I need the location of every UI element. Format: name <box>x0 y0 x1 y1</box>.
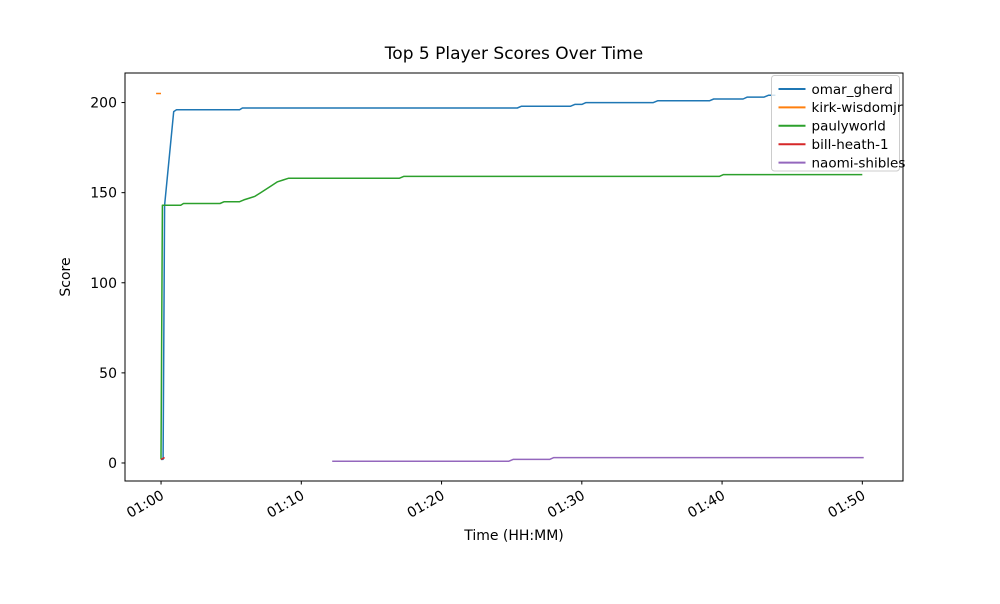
x-tick-label: 01:10 <box>264 488 307 522</box>
y-axis-label: Score <box>58 257 74 296</box>
y-tick-label: 0 <box>108 456 117 472</box>
y-tick-label: 150 <box>90 186 117 202</box>
x-tick-label: 01:00 <box>124 488 167 522</box>
x-tick-label: 01:50 <box>825 488 868 522</box>
y-tick-label: 50 <box>99 366 117 382</box>
series-line-paulyworld <box>160 173 863 460</box>
chart-title: Top 5 Player Scores Over Time <box>384 44 643 64</box>
series-line-bill-heath-1 <box>160 456 165 461</box>
legend-label-kirk-wisdomjr: kirk-wisdomjr <box>812 100 903 116</box>
legend-label-naomi-shibles: naomi-shibles <box>812 155 906 171</box>
x-tick-label: 01:30 <box>545 488 588 522</box>
y-tick-label: 200 <box>90 96 117 112</box>
legend-label-omar_gherd: omar_gherd <box>812 82 893 98</box>
x-tick-label: 01:20 <box>405 488 448 522</box>
axes-frame <box>124 72 904 482</box>
legend-label-bill-heath-1: bill-heath-1 <box>812 137 889 153</box>
legend-box <box>771 75 900 172</box>
y-tick-label: 100 <box>90 276 117 292</box>
x-tick-label: 01:40 <box>685 488 728 522</box>
plot-area: 0 50 100 150 200 01:00 01:10 01:20 01:30 01:40 01:… <box>90 72 906 522</box>
series-line-naomi-shibles <box>332 456 864 462</box>
x-axis-label: Time (HH:MM) <box>463 528 564 544</box>
series-line-omar_gherd <box>161 94 776 461</box>
legend-label-paulyworld: paulyworld <box>812 119 886 135</box>
